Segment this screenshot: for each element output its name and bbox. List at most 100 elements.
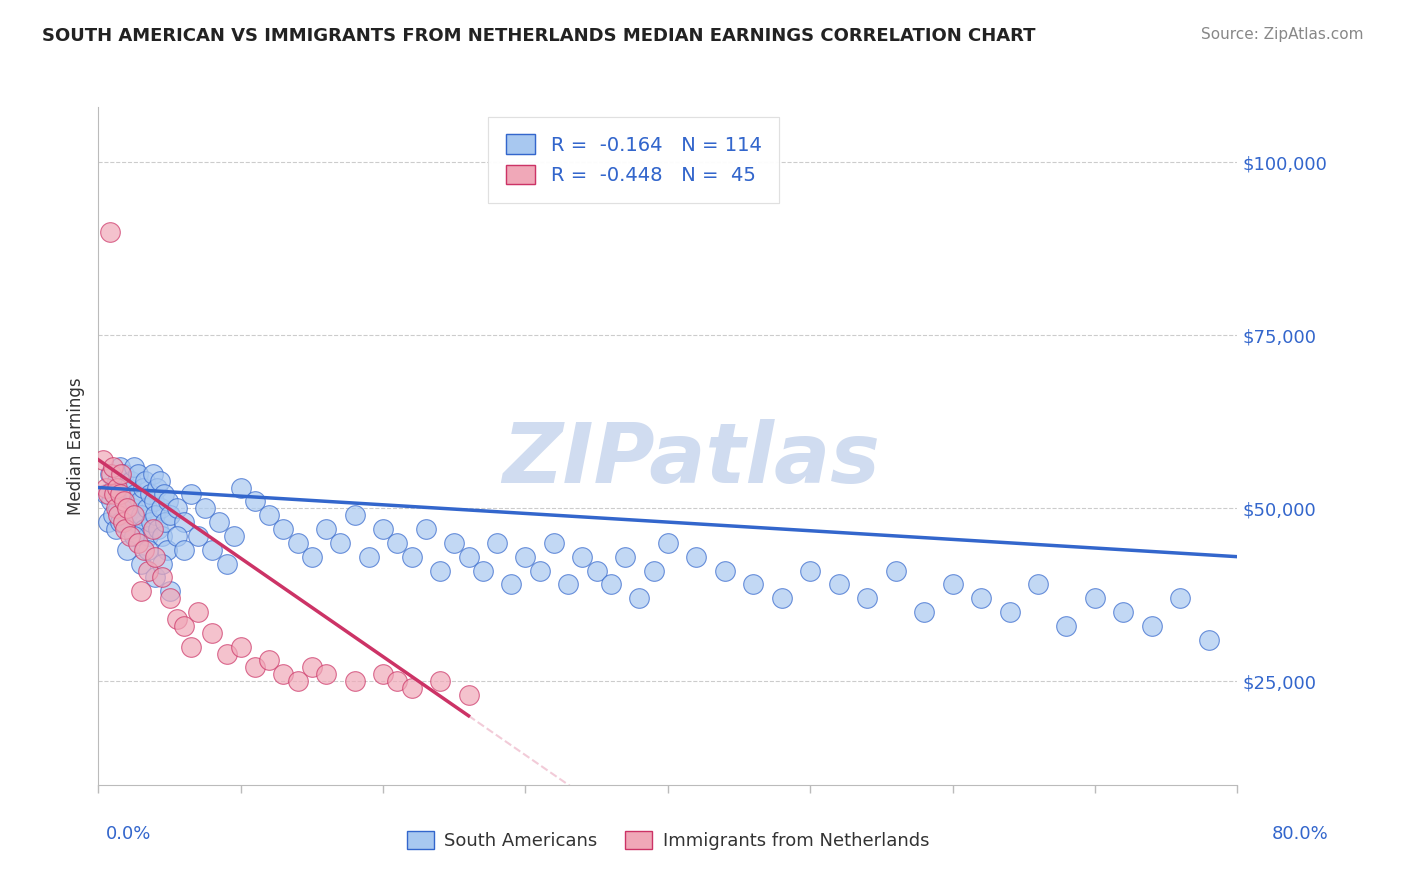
Point <box>110 487 132 501</box>
Point <box>129 584 152 599</box>
Point <box>301 660 323 674</box>
Point <box>557 577 579 591</box>
Point <box>138 487 160 501</box>
Point <box>118 522 141 536</box>
Point <box>104 501 127 516</box>
Point <box>129 557 152 571</box>
Point <box>970 591 993 606</box>
Point <box>287 674 309 689</box>
Point <box>187 529 209 543</box>
Point <box>912 605 935 619</box>
Point <box>401 549 423 564</box>
Point <box>173 619 195 633</box>
Point <box>222 529 245 543</box>
Point <box>136 564 159 578</box>
Point <box>685 549 707 564</box>
Point <box>1170 591 1192 606</box>
Point <box>101 508 124 523</box>
Point <box>543 536 565 550</box>
Point <box>108 487 131 501</box>
Y-axis label: Median Earnings: Median Earnings <box>66 377 84 515</box>
Point <box>131 481 153 495</box>
Point <box>373 667 395 681</box>
Point <box>201 542 224 557</box>
Point <box>142 494 165 508</box>
Point <box>98 225 121 239</box>
Point <box>100 467 122 481</box>
Point <box>107 501 129 516</box>
Point <box>101 459 124 474</box>
Point <box>132 522 155 536</box>
Point <box>998 605 1021 619</box>
Point <box>111 515 134 529</box>
Point <box>770 591 793 606</box>
Point <box>145 549 167 564</box>
Point <box>243 494 266 508</box>
Point <box>150 501 173 516</box>
Point <box>152 529 174 543</box>
Point <box>273 667 295 681</box>
Point <box>173 542 195 557</box>
Point <box>136 529 159 543</box>
Point <box>343 508 366 523</box>
Point <box>139 515 162 529</box>
Point <box>173 515 195 529</box>
Point <box>259 653 281 667</box>
Point <box>329 536 352 550</box>
Point <box>159 584 181 599</box>
Point <box>628 591 651 606</box>
Point <box>120 474 142 488</box>
Point <box>108 515 131 529</box>
Point <box>112 494 135 508</box>
Point <box>127 536 149 550</box>
Point <box>942 577 965 591</box>
Point <box>121 501 143 516</box>
Point <box>159 508 181 523</box>
Point <box>108 459 131 474</box>
Point <box>141 522 163 536</box>
Point <box>136 542 159 557</box>
Point <box>1026 577 1049 591</box>
Point <box>373 522 395 536</box>
Point <box>1112 605 1135 619</box>
Point <box>387 674 409 689</box>
Point <box>315 522 337 536</box>
Point <box>114 522 136 536</box>
Point <box>201 625 224 640</box>
Point <box>105 474 128 488</box>
Point <box>134 474 156 488</box>
Point <box>114 494 136 508</box>
Point <box>215 557 238 571</box>
Text: SOUTH AMERICAN VS IMMIGRANTS FROM NETHERLANDS MEDIAN EARNINGS CORRELATION CHART: SOUTH AMERICAN VS IMMIGRANTS FROM NETHER… <box>42 27 1036 45</box>
Point <box>215 647 238 661</box>
Point <box>97 487 120 501</box>
Point <box>91 453 114 467</box>
Point <box>457 549 479 564</box>
Point <box>229 481 252 495</box>
Point <box>127 467 149 481</box>
Point <box>180 487 202 501</box>
Point <box>357 549 380 564</box>
Point <box>471 564 494 578</box>
Point <box>104 522 127 536</box>
Point <box>117 481 139 495</box>
Point <box>1084 591 1107 606</box>
Point <box>149 474 172 488</box>
Point <box>1140 619 1163 633</box>
Point <box>208 515 231 529</box>
Point <box>614 549 637 564</box>
Point <box>429 564 451 578</box>
Text: 80.0%: 80.0% <box>1272 825 1329 843</box>
Point <box>146 481 169 495</box>
Point <box>145 570 167 584</box>
Point <box>884 564 907 578</box>
Point <box>107 508 129 523</box>
Point <box>486 536 509 550</box>
Point <box>115 501 138 516</box>
Point <box>105 481 128 495</box>
Point <box>243 660 266 674</box>
Text: ZIPatlas: ZIPatlas <box>502 419 880 500</box>
Point <box>714 564 737 578</box>
Point <box>152 557 174 571</box>
Point <box>100 494 122 508</box>
